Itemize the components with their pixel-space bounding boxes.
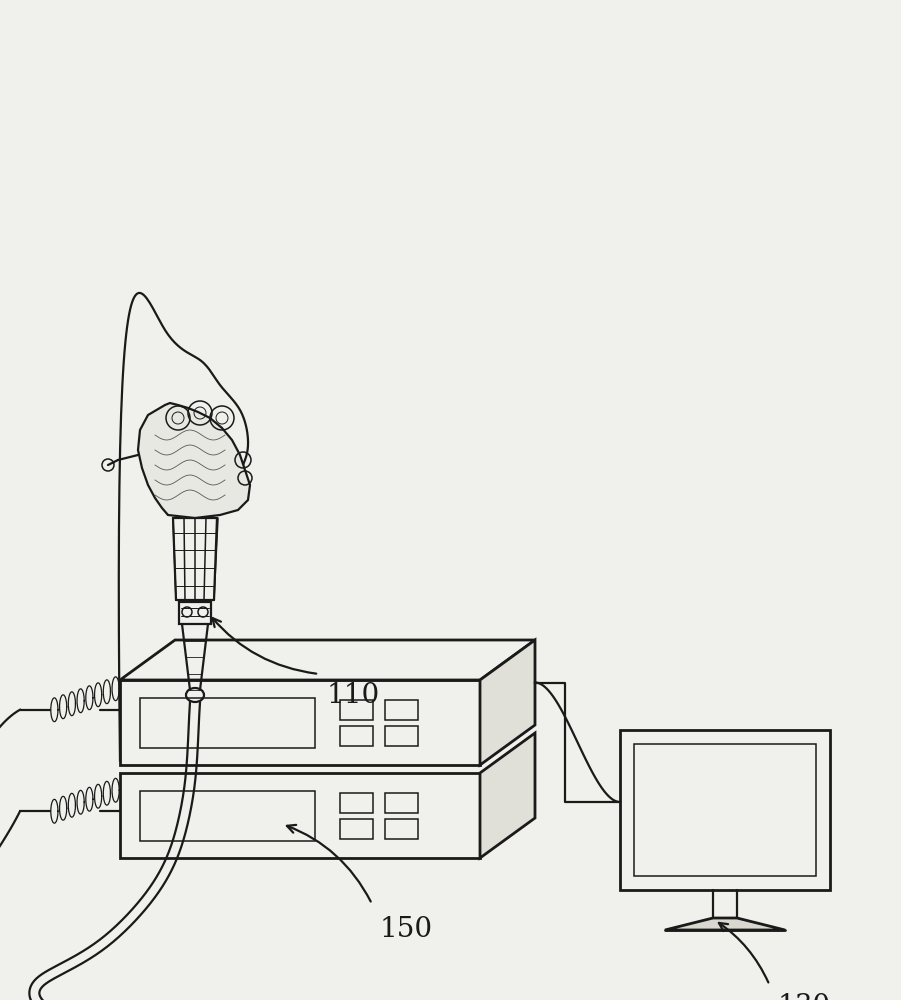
- Bar: [120, 773, 480, 858]
- Bar: [340, 700, 373, 720]
- Polygon shape: [480, 640, 535, 765]
- Polygon shape: [480, 733, 535, 858]
- Text: 150: 150: [380, 916, 433, 943]
- Bar: [620, 730, 830, 890]
- Bar: [385, 793, 418, 813]
- Bar: [120, 680, 480, 765]
- Bar: [634, 744, 816, 876]
- Text: 130: 130: [778, 993, 831, 1000]
- Bar: [340, 819, 373, 839]
- Polygon shape: [120, 640, 535, 680]
- Bar: [385, 819, 418, 839]
- Bar: [340, 793, 373, 813]
- Bar: [179, 602, 211, 624]
- Bar: [140, 698, 315, 748]
- Bar: [385, 700, 418, 720]
- Bar: [385, 726, 418, 746]
- Bar: [340, 726, 373, 746]
- Text: 110: 110: [327, 682, 380, 709]
- Polygon shape: [138, 403, 250, 518]
- Polygon shape: [665, 918, 785, 930]
- Bar: [140, 791, 315, 841]
